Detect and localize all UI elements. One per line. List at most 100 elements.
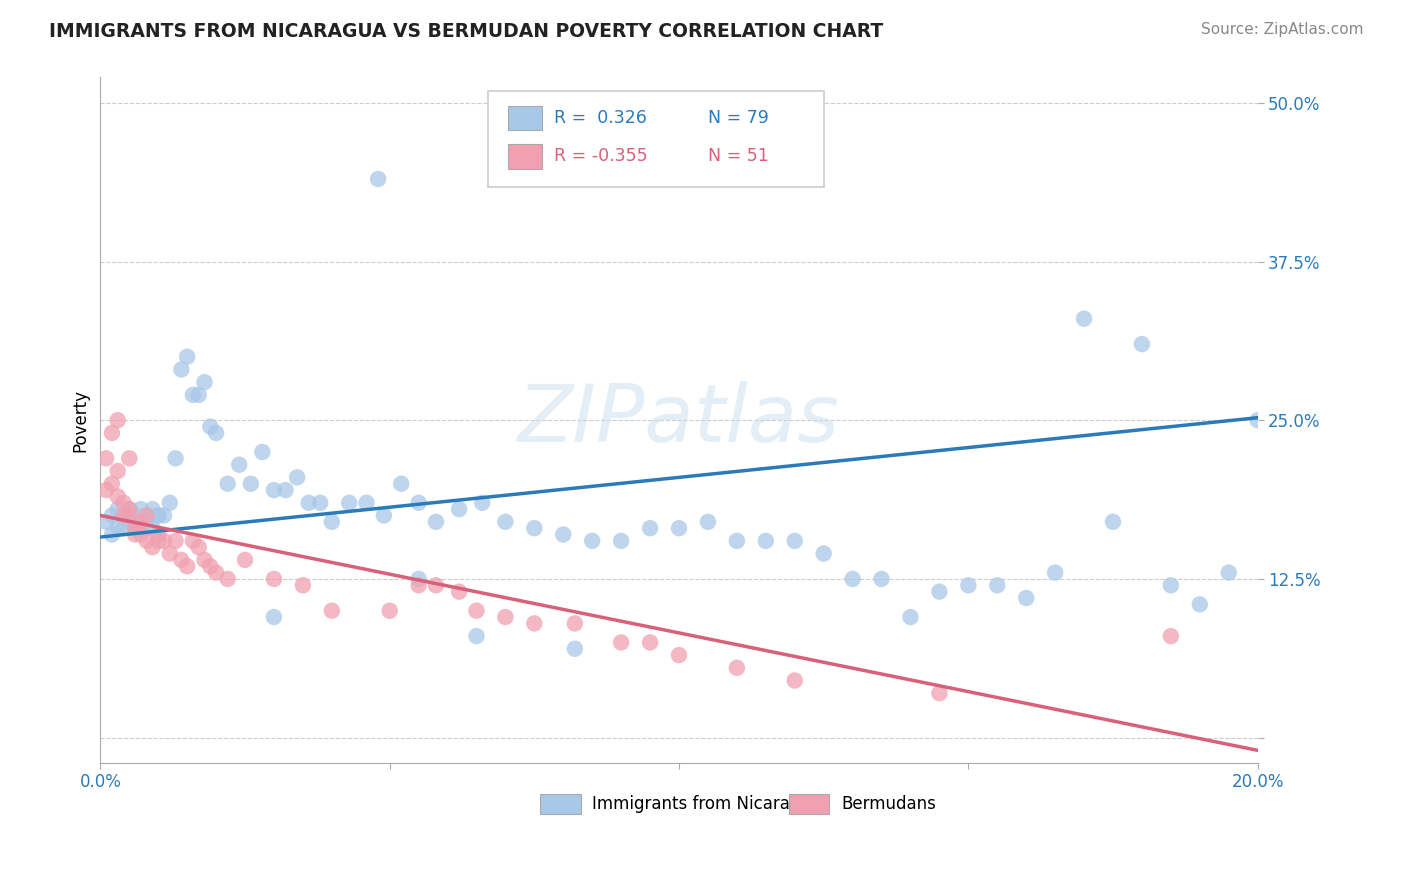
Point bbox=[449, 502, 471, 516]
Point bbox=[1043, 566, 1066, 580]
Point bbox=[148, 533, 170, 548]
Point bbox=[841, 572, 863, 586]
Point bbox=[494, 515, 516, 529]
Point bbox=[205, 425, 228, 440]
Point bbox=[610, 533, 633, 548]
Point bbox=[367, 172, 389, 186]
Bar bbox=[540, 794, 581, 814]
Point bbox=[141, 540, 163, 554]
Point bbox=[523, 521, 546, 535]
Point bbox=[107, 413, 129, 427]
Bar bbox=[508, 144, 543, 169]
Point bbox=[900, 610, 922, 624]
Point bbox=[94, 451, 117, 466]
Bar bbox=[508, 105, 543, 130]
Point bbox=[263, 572, 285, 586]
Point bbox=[135, 515, 157, 529]
Point bbox=[425, 578, 447, 592]
Point bbox=[252, 445, 274, 459]
Point bbox=[957, 578, 980, 592]
Point bbox=[494, 610, 516, 624]
Point bbox=[118, 502, 141, 516]
Point bbox=[135, 533, 157, 548]
Point bbox=[118, 515, 141, 529]
Point bbox=[217, 476, 239, 491]
Point bbox=[217, 572, 239, 586]
Point bbox=[783, 533, 806, 548]
Point bbox=[337, 496, 360, 510]
Point bbox=[638, 521, 661, 535]
Point bbox=[181, 533, 204, 548]
Point bbox=[176, 559, 198, 574]
Point bbox=[986, 578, 1008, 592]
Point bbox=[321, 515, 343, 529]
Point bbox=[148, 508, 170, 523]
Point bbox=[285, 470, 308, 484]
Point bbox=[94, 515, 117, 529]
Point bbox=[118, 508, 141, 523]
Point bbox=[118, 502, 141, 516]
Point bbox=[870, 572, 893, 586]
Text: R = -0.355: R = -0.355 bbox=[554, 147, 648, 165]
Point bbox=[129, 527, 152, 541]
Point bbox=[638, 635, 661, 649]
Point bbox=[94, 483, 117, 497]
Point bbox=[274, 483, 297, 497]
Point bbox=[1246, 413, 1268, 427]
Point bbox=[378, 604, 401, 618]
Point bbox=[135, 508, 157, 523]
Point bbox=[129, 521, 152, 535]
Point bbox=[1102, 515, 1125, 529]
Point bbox=[101, 508, 124, 523]
Point bbox=[148, 508, 170, 523]
Point bbox=[165, 451, 187, 466]
Point bbox=[112, 496, 135, 510]
FancyBboxPatch shape bbox=[488, 91, 824, 187]
Point bbox=[408, 578, 430, 592]
Point bbox=[321, 604, 343, 618]
Point bbox=[928, 584, 950, 599]
Point bbox=[118, 451, 141, 466]
Point bbox=[135, 508, 157, 523]
Point bbox=[107, 521, 129, 535]
Point bbox=[187, 388, 209, 402]
Point bbox=[813, 547, 835, 561]
Point bbox=[1188, 598, 1211, 612]
Point bbox=[755, 533, 778, 548]
Point bbox=[581, 533, 603, 548]
Point bbox=[465, 629, 488, 643]
Point bbox=[783, 673, 806, 688]
Point bbox=[1218, 566, 1240, 580]
Point bbox=[129, 515, 152, 529]
Point bbox=[112, 508, 135, 523]
Text: Immigrants from Nicaragua: Immigrants from Nicaragua bbox=[592, 795, 821, 814]
Point bbox=[309, 496, 332, 510]
Point bbox=[159, 496, 181, 510]
Point bbox=[228, 458, 250, 472]
Point bbox=[159, 547, 181, 561]
Point bbox=[101, 527, 124, 541]
Point bbox=[124, 527, 146, 541]
Point bbox=[124, 508, 146, 523]
Point bbox=[187, 540, 209, 554]
Point bbox=[725, 661, 748, 675]
Point bbox=[200, 419, 222, 434]
Point bbox=[141, 502, 163, 516]
Point bbox=[564, 641, 586, 656]
Point bbox=[610, 635, 633, 649]
Point bbox=[523, 616, 546, 631]
Point bbox=[101, 425, 124, 440]
Point bbox=[170, 553, 193, 567]
Point bbox=[389, 476, 412, 491]
Point bbox=[200, 559, 222, 574]
Point bbox=[553, 527, 575, 541]
Point bbox=[1160, 578, 1182, 592]
Point bbox=[263, 483, 285, 497]
Point bbox=[298, 496, 321, 510]
Point bbox=[239, 476, 262, 491]
Point bbox=[564, 616, 586, 631]
Point bbox=[141, 521, 163, 535]
Point bbox=[408, 572, 430, 586]
Point bbox=[107, 464, 129, 478]
Y-axis label: Poverty: Poverty bbox=[72, 389, 89, 451]
